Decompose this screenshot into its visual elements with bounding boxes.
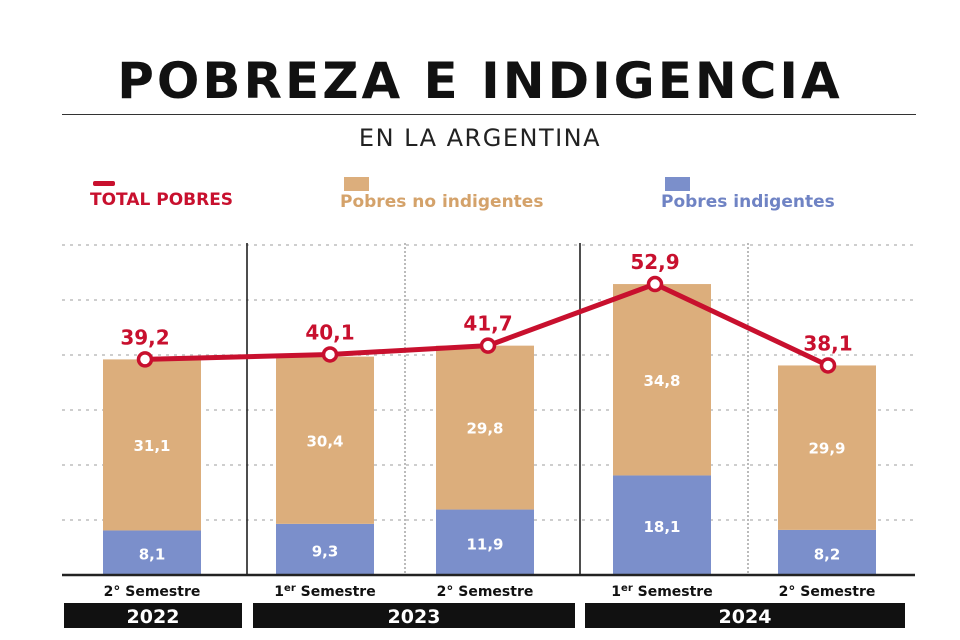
- bar-label-indigentes: 11,9: [466, 535, 503, 553]
- bar-no-indigentes: [613, 284, 711, 476]
- bar-no-indigentes: [276, 356, 374, 524]
- total-pobres-label: 40,1: [305, 320, 354, 344]
- bar-indigentes: [103, 530, 201, 575]
- bar-no-indigentes: [103, 359, 201, 531]
- year-bar: [64, 603, 242, 628]
- bar-indigentes: [778, 529, 876, 575]
- total-pobres-point: [819, 357, 837, 374]
- year-bar: [585, 603, 905, 628]
- bar-indigentes: [613, 475, 711, 575]
- bar-label-no-indigentes: 34,8: [643, 372, 680, 390]
- legend-indigentes-label: Pobres indigentes: [661, 192, 835, 212]
- total-pobres-point: [321, 346, 339, 363]
- x-tick-label: 2° Semestre: [779, 584, 876, 600]
- bar-label-indigentes: 9,3: [312, 542, 339, 560]
- year-bar: [253, 603, 575, 628]
- x-tick-label: 1er Semestre: [611, 583, 712, 600]
- year-label: 2022: [127, 606, 180, 628]
- year-label: 2024: [719, 606, 772, 628]
- total-pobres-label: 39,2: [120, 325, 169, 349]
- year-label: 2023: [388, 606, 441, 628]
- legend-no-indigentes-swatch: [344, 177, 369, 191]
- x-tick-label: 2° Semestre: [437, 584, 534, 600]
- bar-label-indigentes: 8,1: [139, 546, 166, 564]
- total-pobres-point: [479, 337, 497, 354]
- legend-no-indigentes-label: Pobres no indigentes: [340, 192, 544, 212]
- bar-no-indigentes: [778, 365, 876, 530]
- bar-label-no-indigentes: 29,9: [808, 440, 845, 458]
- chart-title: POBREZA E INDIGENCIA: [117, 52, 843, 110]
- legend-total-label: TOTAL POBRES: [90, 190, 234, 210]
- bar-label-indigentes: 18,1: [643, 518, 680, 536]
- title-divider: [62, 114, 916, 115]
- bar-indigentes: [436, 509, 534, 575]
- bar-no-indigentes: [436, 345, 534, 510]
- total-pobres-label: 52,9: [630, 250, 679, 274]
- bar-label-no-indigentes: 29,8: [466, 420, 503, 438]
- x-tick-label: 1er Semestre: [274, 583, 375, 600]
- total-pobres-label: 41,7: [463, 312, 512, 336]
- bar-indigentes: [276, 523, 374, 575]
- chart-subtitle: EN LA ARGENTINA: [358, 124, 602, 152]
- bar-label-indigentes: 8,2: [814, 545, 841, 563]
- total-pobres-label: 38,1: [803, 331, 852, 355]
- x-tick-label: 2° Semestre: [104, 584, 201, 600]
- legend-total-swatch: [93, 181, 115, 186]
- total-pobres-point: [646, 275, 664, 293]
- bar-label-no-indigentes: 30,4: [306, 432, 343, 450]
- legend-indigentes-swatch: [665, 177, 690, 191]
- bar-label-no-indigentes: 31,1: [133, 437, 170, 455]
- total-pobres-point: [136, 351, 154, 368]
